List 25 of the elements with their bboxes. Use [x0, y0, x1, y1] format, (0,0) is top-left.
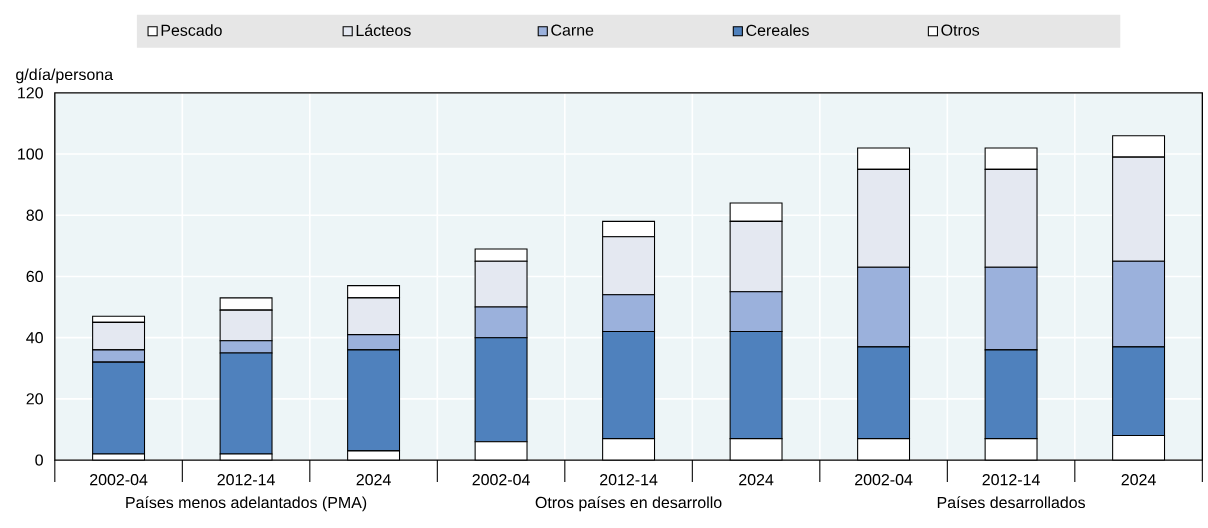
text: Países desarrollados	[937, 496, 1086, 508]
y-tick-label: 100	[18, 148, 43, 160]
x-tick-label: 2012-14	[217, 473, 275, 486]
y-tick-label: 40	[26, 331, 43, 344]
y-axis-title: g/día/persona	[16, 68, 114, 84]
y-tick-label: 0	[35, 454, 43, 466]
x-tick-label: 2024	[739, 473, 774, 486]
x-tick-label: 2002-04	[90, 473, 148, 486]
legend-label: Lácteos	[356, 23, 411, 36]
x-tick-label: 2002-04	[855, 473, 913, 486]
x-tick-label: 2002-04	[472, 473, 530, 486]
x-tick-label: 2012-14	[982, 473, 1040, 486]
legend-label: Carne	[551, 24, 594, 36]
y-tick-label: 80	[26, 209, 43, 221]
y-tick-label: 20	[26, 393, 43, 405]
legend-label: Pescado	[161, 24, 222, 36]
legend-label: Otros	[941, 24, 980, 36]
y-tick-label: 120	[18, 87, 43, 99]
text: Otros países en desarrollo	[535, 496, 722, 512]
y-tick-label: 60	[26, 270, 43, 282]
legend-label: Cereales	[746, 24, 809, 36]
x-tick-label: 2012-14	[600, 473, 658, 486]
x-tick-label: 2024	[356, 473, 391, 486]
text: Países menos adelantados (PMA)	[126, 496, 367, 512]
x-tick-label: 2024	[1121, 473, 1156, 486]
